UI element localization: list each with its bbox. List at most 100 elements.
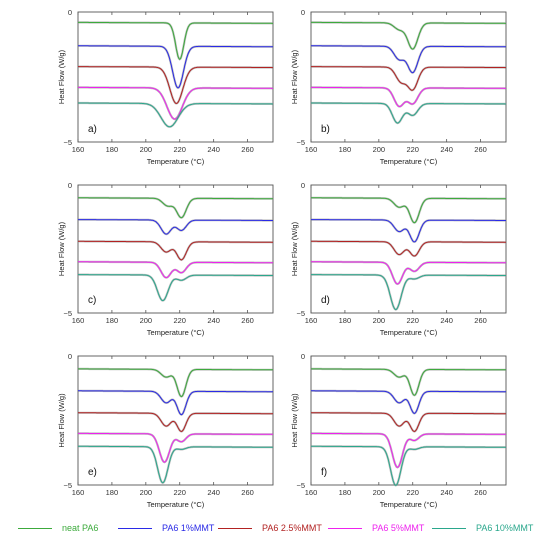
series-line-pa6-10-mmt xyxy=(311,102,506,124)
dsc-panel-4: 160 180 200 220 240 260 0 −5 Temperature (°C) Hea… xyxy=(57,352,274,509)
series-line-pa6-2-5-mmt xyxy=(311,66,506,91)
x-tick-label: 160 xyxy=(72,145,85,154)
y-tick-label: 0 xyxy=(68,352,72,361)
legend-label-pa6-5mmt: PA6 5%MMT xyxy=(372,523,425,533)
series-line-pa6-5-mmt xyxy=(311,86,506,107)
panel-label: a) xyxy=(88,124,97,135)
x-tick-label: 260 xyxy=(474,316,487,325)
series-line-pa6-1-mmt xyxy=(78,45,273,89)
series-shadow-neat-pa6 xyxy=(78,196,273,219)
y-tick-label: 0 xyxy=(301,8,305,17)
series-line-neat-pa6 xyxy=(78,21,273,60)
dsc-panel-0: 160 180 200 220 240 260 0 −5 Temperature (°C) Hea… xyxy=(57,8,274,166)
y-axis-title: Heat Flow (W/g) xyxy=(57,49,66,104)
x-tick-label: 200 xyxy=(140,488,153,497)
series-line-pa6-2-5-mmt xyxy=(78,412,273,433)
legend-label-neat-pa6: neat PA6 xyxy=(62,523,99,533)
x-tick-label: 200 xyxy=(140,316,153,325)
series-shadow-pa6-10-mmt xyxy=(78,273,273,302)
panel-label: e) xyxy=(88,467,97,478)
legend-item-pa6-1mmt: PA6 1%MMT xyxy=(118,519,214,537)
x-tick-label: 180 xyxy=(106,488,119,497)
x-tick-label: 160 xyxy=(72,316,85,325)
series-line-pa6-2-5-mmt xyxy=(311,240,506,257)
x-tick-label: 160 xyxy=(305,488,318,497)
series-line-pa6-5-mmt xyxy=(78,86,273,120)
y-tick-label: −5 xyxy=(296,309,305,318)
y-tick-label: 0 xyxy=(301,181,305,190)
legend: neat PA6 PA6 1%MMT PA6 2.5%MMT PA6 5%MMT… xyxy=(0,519,550,537)
y-axis-title: Heat Flow (W/g) xyxy=(290,221,299,276)
series-line-pa6-1-mmt xyxy=(78,390,273,416)
series-shadow-neat-pa6 xyxy=(78,21,273,61)
x-tick-label: 180 xyxy=(106,316,119,325)
series-line-pa6-5-mmt xyxy=(311,432,506,468)
dsc-panel-5: 160 180 200 220 240 260 0 −5 Temperature (°C) Hea… xyxy=(290,352,507,509)
x-axis-title: Temperature (°C) xyxy=(380,157,438,166)
series-line-neat-pa6 xyxy=(78,368,273,398)
y-tick-label: −5 xyxy=(296,481,305,490)
y-axis-title: Heat Flow (W/g) xyxy=(57,221,66,276)
panel-label: b) xyxy=(321,124,330,135)
legend-swatch-pa6-10mmt xyxy=(432,527,466,529)
y-tick-label: 0 xyxy=(68,8,72,17)
x-tick-label: 180 xyxy=(106,145,119,154)
x-axis-title: Temperature (°C) xyxy=(147,157,205,166)
x-tick-label: 240 xyxy=(440,316,453,325)
plot-frame xyxy=(310,184,507,314)
x-tick-label: 260 xyxy=(241,145,254,154)
x-tick-label: 180 xyxy=(339,488,352,497)
panel-label: c) xyxy=(88,295,96,306)
legend-label-pa6-1mmt: PA6 1%MMT xyxy=(162,523,215,533)
y-axis-title: Heat Flow (W/g) xyxy=(57,393,66,448)
series-shadow-pa6-10-mmt xyxy=(311,445,506,487)
y-axis-title: Heat Flow (W/g) xyxy=(290,49,299,104)
x-tick-label: 180 xyxy=(339,145,352,154)
x-tick-label: 220 xyxy=(173,316,186,325)
legend-item-pa6-10mmt: PA6 10%MMT xyxy=(432,519,533,537)
x-tick-label: 160 xyxy=(305,145,318,154)
plot-frame xyxy=(77,11,274,143)
legend-swatch-neat-pa6 xyxy=(18,527,52,529)
x-tick-label: 220 xyxy=(173,488,186,497)
series-line-neat-pa6 xyxy=(311,368,506,396)
x-tick-label: 220 xyxy=(406,488,419,497)
x-tick-label: 160 xyxy=(305,316,318,325)
legend-item-neat-pa6: neat PA6 xyxy=(18,519,98,537)
series-line-pa6-10-mmt xyxy=(311,274,506,311)
series-shadow-pa6-5-mmt xyxy=(311,260,506,286)
x-axis-title: Temperature (°C) xyxy=(147,328,205,337)
y-tick-label: −5 xyxy=(63,309,72,318)
panel-label: f) xyxy=(321,467,327,478)
series-line-pa6-1-mmt xyxy=(311,45,506,74)
dsc-panel-1: 160 180 200 220 240 260 0 −5 Temperature (°C) Hea… xyxy=(290,8,507,166)
x-axis-title: Temperature (°C) xyxy=(380,328,438,337)
series-shadow-pa6-10-mmt xyxy=(78,101,273,128)
plot-frame xyxy=(310,11,507,143)
x-tick-label: 200 xyxy=(140,145,153,154)
y-tick-label: 0 xyxy=(301,352,305,361)
legend-label-pa6-2-5mmt: PA6 2.5%MMT xyxy=(262,523,322,533)
x-tick-label: 200 xyxy=(373,145,386,154)
x-axis-title: Temperature (°C) xyxy=(147,500,205,509)
plot-frame xyxy=(77,184,274,314)
plot-frame xyxy=(310,355,507,486)
legend-item-pa6-2-5mmt: PA6 2.5%MMT xyxy=(218,519,322,537)
y-axis-title: Heat Flow (W/g) xyxy=(290,393,299,448)
x-tick-label: 260 xyxy=(474,145,487,154)
series-shadow-pa6-10-mmt xyxy=(311,273,506,311)
legend-swatch-pa6-1mmt xyxy=(118,527,152,529)
x-tick-label: 240 xyxy=(207,145,220,154)
y-tick-label: −5 xyxy=(296,138,305,147)
series-line-neat-pa6 xyxy=(311,197,506,224)
series-line-pa6-5-mmt xyxy=(78,261,273,279)
panel-label: d) xyxy=(321,295,330,306)
x-tick-label: 180 xyxy=(339,316,352,325)
legend-swatch-pa6-5mmt xyxy=(328,527,362,529)
series-line-pa6-10-mmt xyxy=(78,274,273,302)
x-tick-label: 240 xyxy=(440,145,453,154)
x-tick-label: 240 xyxy=(440,488,453,497)
series-line-pa6-1-mmt xyxy=(311,219,506,243)
series-shadow-pa6-1-mmt xyxy=(311,218,506,244)
